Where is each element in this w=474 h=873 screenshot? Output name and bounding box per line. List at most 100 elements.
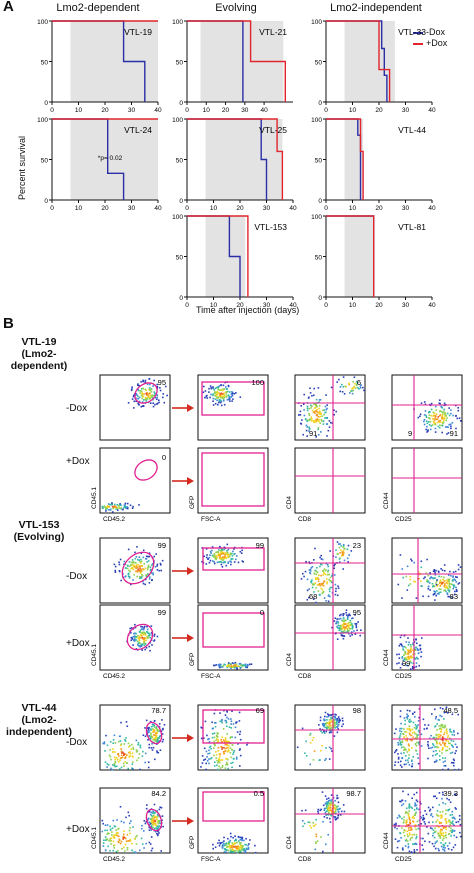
event-dot xyxy=(455,836,458,839)
event-dot xyxy=(401,799,403,802)
event-dot xyxy=(410,645,412,648)
event-dot xyxy=(417,824,420,826)
event-dot xyxy=(326,798,328,800)
event-dot xyxy=(423,821,426,823)
event-dot xyxy=(123,846,125,849)
event-dot xyxy=(312,759,315,761)
event-dot xyxy=(317,434,320,436)
event-dot xyxy=(149,843,152,845)
event-dot xyxy=(453,824,455,827)
survival-curve xyxy=(326,20,391,102)
event-dot xyxy=(420,651,423,653)
event-dot xyxy=(144,727,146,729)
event-dot xyxy=(232,843,234,846)
event-dot xyxy=(432,585,434,588)
event-dot xyxy=(451,810,454,813)
event-dot xyxy=(212,397,215,400)
event-dot xyxy=(141,574,143,576)
y-tick-label: 100 xyxy=(311,117,322,124)
event-dot xyxy=(441,417,443,420)
event-dot xyxy=(123,754,125,756)
event-dot xyxy=(393,823,396,826)
event-dot xyxy=(126,847,129,849)
event-dot xyxy=(245,848,248,851)
event-dot xyxy=(109,825,111,828)
event-dot xyxy=(129,755,131,757)
event-dot xyxy=(439,419,441,422)
event-dot xyxy=(333,574,336,576)
event-dot xyxy=(145,575,148,578)
event-dot xyxy=(441,415,443,417)
event-dot xyxy=(424,823,426,825)
event-dot xyxy=(317,590,320,592)
event-dot xyxy=(125,737,127,739)
event-dot xyxy=(247,848,250,850)
event-dot xyxy=(434,415,436,417)
event-dot xyxy=(315,587,317,589)
event-dot xyxy=(225,396,228,398)
event-dot xyxy=(408,720,410,722)
event-dot xyxy=(142,580,144,583)
event-dot xyxy=(225,758,227,760)
event-dot xyxy=(331,750,333,752)
event-dot xyxy=(108,839,110,842)
event-dot xyxy=(407,649,410,651)
x-tick-label: 20 xyxy=(375,302,383,309)
event-dot xyxy=(217,738,219,741)
event-dot xyxy=(399,800,401,803)
event-dot xyxy=(402,733,404,735)
event-dot xyxy=(438,834,440,837)
event-dot xyxy=(221,393,224,396)
event-dot xyxy=(433,761,436,763)
event-dot xyxy=(428,417,430,419)
event-dot xyxy=(151,735,154,738)
event-dot xyxy=(211,721,213,724)
event-dot xyxy=(305,755,308,757)
event-dot xyxy=(226,762,228,765)
rectangle-gate xyxy=(202,791,265,822)
event-dot xyxy=(324,811,327,814)
event-dot xyxy=(443,742,446,745)
event-dot xyxy=(156,832,158,835)
event-dot xyxy=(139,849,141,852)
event-dot xyxy=(403,749,405,751)
event-dot xyxy=(425,416,428,418)
event-dot xyxy=(157,822,160,825)
event-dot xyxy=(408,732,411,735)
event-dot xyxy=(136,566,139,569)
event-dot xyxy=(439,811,442,813)
event-dot xyxy=(457,713,459,716)
event-dot xyxy=(448,589,451,592)
event-dot xyxy=(216,734,218,737)
dox-label: -Dox xyxy=(66,403,88,414)
flow-plot-body: 78.7 xyxy=(99,704,171,771)
event-dot xyxy=(350,621,352,624)
event-dot xyxy=(144,388,147,391)
event-dot xyxy=(246,664,249,667)
event-dot xyxy=(328,807,330,809)
event-dot xyxy=(139,744,141,747)
event-dot xyxy=(320,558,323,560)
event-dot xyxy=(123,753,126,755)
dox-label: +Dox xyxy=(66,824,90,835)
event-dot xyxy=(227,384,230,387)
event-dot xyxy=(437,416,440,418)
event-dot xyxy=(404,651,406,653)
event-dot xyxy=(237,561,240,564)
event-dot xyxy=(156,569,159,571)
event-dot xyxy=(109,749,111,751)
event-dot xyxy=(145,639,147,642)
event-dot xyxy=(335,723,338,725)
event-dot xyxy=(433,412,436,414)
event-dot xyxy=(407,813,410,815)
event-dot xyxy=(406,589,409,591)
event-dot xyxy=(138,639,141,641)
rectangle-gate xyxy=(201,381,265,416)
event-dot xyxy=(396,662,398,665)
event-dot xyxy=(415,737,417,739)
event-dot xyxy=(154,397,157,399)
arrow-right-icon xyxy=(172,477,194,485)
event-dot xyxy=(324,417,326,419)
event-dot xyxy=(441,752,443,754)
event-dot xyxy=(322,722,325,725)
